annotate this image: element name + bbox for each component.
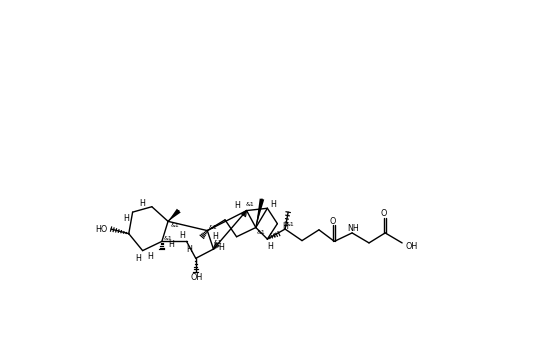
- Polygon shape: [168, 209, 180, 221]
- Text: H: H: [140, 199, 145, 208]
- Text: &1: &1: [286, 222, 295, 227]
- Text: H: H: [124, 214, 129, 223]
- Text: &1: &1: [268, 233, 277, 238]
- Text: H: H: [186, 245, 192, 253]
- Text: H: H: [218, 243, 224, 252]
- Text: H: H: [135, 254, 141, 263]
- Text: H: H: [282, 222, 288, 231]
- Text: H: H: [267, 242, 273, 251]
- Polygon shape: [256, 199, 264, 227]
- Text: H: H: [148, 251, 153, 261]
- Text: OH: OH: [190, 273, 203, 282]
- Text: H: H: [180, 231, 185, 240]
- Text: HO: HO: [95, 225, 107, 234]
- Text: H: H: [271, 200, 276, 209]
- Text: &1: &1: [214, 240, 222, 245]
- Text: O: O: [380, 209, 387, 218]
- Text: NH: NH: [347, 224, 359, 233]
- Text: H: H: [234, 201, 240, 210]
- Text: &1: &1: [246, 202, 255, 207]
- Text: OH: OH: [406, 242, 418, 251]
- Text: &1: &1: [170, 223, 179, 228]
- Text: H: H: [168, 240, 174, 249]
- Text: &1: &1: [209, 225, 218, 230]
- Text: H: H: [212, 232, 218, 241]
- Text: O: O: [330, 217, 336, 226]
- Text: &1: &1: [257, 230, 266, 235]
- Text: &1: &1: [164, 236, 173, 241]
